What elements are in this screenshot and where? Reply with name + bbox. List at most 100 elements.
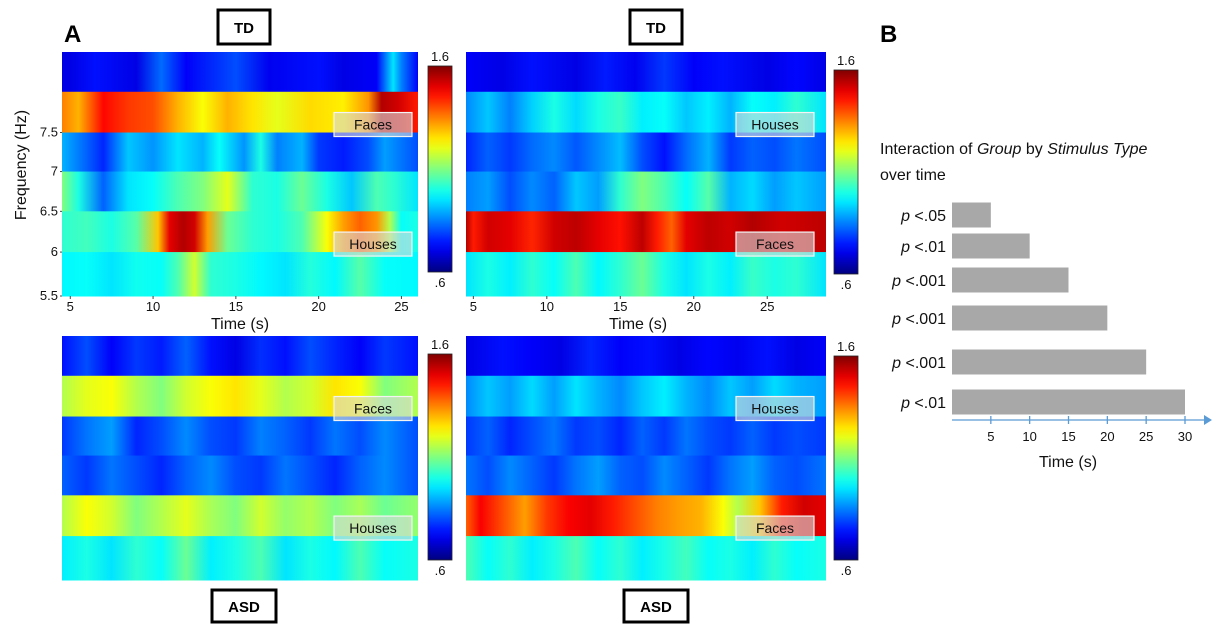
colorbar-min-label: .6: [841, 563, 852, 578]
group-label-bottom-right: ASD: [622, 588, 690, 624]
x-tick-label: 20: [311, 299, 325, 314]
heatmap-band: [466, 416, 826, 457]
p-threshold: <.05: [910, 208, 946, 225]
stimulus-label: Faces: [354, 401, 392, 417]
x-tick-label: 5: [67, 299, 74, 314]
timeline-tick-label: 5: [987, 429, 994, 444]
y-tick-label: 5.5: [40, 288, 58, 303]
x-tick-label: 15: [613, 299, 627, 314]
stimulus-label-box: [735, 231, 815, 257]
colorbar-max-label: 1.6: [837, 339, 855, 354]
colorbar: [427, 65, 453, 273]
x-tick-label: 25: [760, 299, 774, 314]
stimulus-label-box: [735, 111, 815, 138]
heatmap-band: [62, 416, 418, 457]
y-tick-label: 7: [51, 164, 58, 179]
timeline-tick-label: 15: [1061, 429, 1075, 444]
significance-bar: [952, 233, 1030, 259]
stimulus-label: Houses: [349, 236, 396, 252]
colorbar-min-label: .6: [435, 563, 446, 578]
panel-b-axis: 5 10 15 20 25 30: [952, 415, 1212, 444]
heatmap-band: [62, 171, 418, 212]
p-symbol: p: [891, 273, 901, 290]
timeline-tick-label: 20: [1100, 429, 1114, 444]
heatmap-band: [62, 455, 418, 496]
p-symbol: p: [900, 239, 910, 256]
heatmap-xlabel: Time (s): [211, 316, 269, 333]
timeline-tick-label: 10: [1022, 429, 1036, 444]
p-threshold: <.001: [901, 355, 946, 372]
stimulus-label-box: [333, 231, 413, 257]
stimulus-label-box: [735, 515, 815, 541]
panel-letter-a: A: [64, 21, 81, 48]
x-tick-label: 20: [687, 299, 701, 314]
y-tick-label: 6: [51, 244, 58, 259]
colorbars: 1.6 .6 1.6 .6 1.6 .6 1.6 .6: [427, 49, 859, 578]
panel-b-xlabel: Time (s): [1039, 454, 1097, 471]
x-tick-label: 10: [146, 299, 160, 314]
stimulus-label-box: [333, 395, 413, 422]
panel-b-title-part-1: Interaction of: [880, 141, 977, 158]
stimulus-label: Houses: [349, 520, 396, 536]
colorbar-min-label: .6: [841, 277, 852, 292]
x-tick-label: 5: [470, 299, 477, 314]
heatmap-band: [466, 536, 826, 581]
p-value-label: p <.01: [900, 239, 946, 256]
heatmap-band: [62, 336, 418, 377]
p-value-label: p <.001: [891, 273, 946, 290]
significance-bar: [952, 267, 1069, 293]
panel-b-title-part-3: by: [1021, 141, 1047, 158]
panel-b-title-line2: over time: [880, 167, 946, 184]
heatmap-xlabel: Time (s): [609, 316, 667, 333]
p-symbol: p: [891, 311, 901, 328]
heatmap-band: [466, 252, 826, 297]
heatmap-band: [466, 52, 826, 93]
significance-bar: [952, 202, 991, 228]
heatmap-band: [466, 336, 826, 377]
heatmap-band: [466, 171, 826, 212]
timeline-tick-label: 30: [1178, 429, 1192, 444]
group-label-top-left-text: TD: [234, 20, 254, 37]
p-value-label: p <.001: [891, 311, 946, 328]
stimulus-label-box: [333, 515, 413, 541]
p-threshold: <.01: [910, 239, 946, 256]
panel-b-title-part-4: Stimulus Type: [1047, 141, 1147, 158]
heatmap-band: [62, 252, 418, 297]
timeline-arrow-icon: [1204, 415, 1212, 425]
y-tick-label: 6.5: [40, 203, 58, 218]
colorbar-max-label: 1.6: [431, 337, 449, 352]
group-label-bottom-left: ASD: [210, 588, 278, 624]
stimulus-label-box: [735, 395, 815, 422]
heatmap-td-left: 7.5 7 6.5 6 5.5 5 10 15 20 25 Time (s) Faces Houses: [40, 52, 418, 333]
heatmap-ylabel: Frequency (Hz): [13, 110, 30, 220]
heatmap-asd-left: Faces Houses: [62, 336, 418, 581]
group-label-top-right-text: TD: [646, 20, 666, 37]
heatmap-band: [62, 132, 418, 173]
colorbar-max-label: 1.6: [837, 53, 855, 68]
colorbar: [833, 355, 859, 561]
timeline-tick-label: 25: [1139, 429, 1153, 444]
p-threshold: <.01: [910, 395, 946, 412]
panel-b-title-part-2: Group: [977, 141, 1022, 158]
panel-b-title-line1: Interaction of Group by Stimulus Type: [880, 141, 1148, 158]
p-value-label: p <.001: [891, 355, 946, 372]
significance-bar: [952, 305, 1108, 331]
significance-bar: [952, 349, 1147, 375]
p-symbol: p: [900, 208, 910, 225]
group-label-top-right: TD: [628, 8, 684, 46]
heatmap-asd-right: Houses Faces: [466, 336, 826, 581]
heatmap-band: [62, 536, 418, 581]
p-value-label: p <.05: [900, 208, 946, 225]
panel-letter-b: B: [880, 21, 897, 48]
heatmap-td-right: 5 10 15 20 25 Time (s) Houses Faces: [466, 52, 826, 333]
colorbar: [833, 69, 859, 275]
colorbar: [427, 353, 453, 561]
heatmap-band: [62, 52, 418, 93]
p-threshold: <.001: [901, 273, 946, 290]
x-tick-label: 25: [394, 299, 408, 314]
significance-bar: [952, 389, 1185, 415]
stimulus-label-box: [333, 111, 413, 138]
group-label-top-left: TD: [216, 8, 272, 46]
